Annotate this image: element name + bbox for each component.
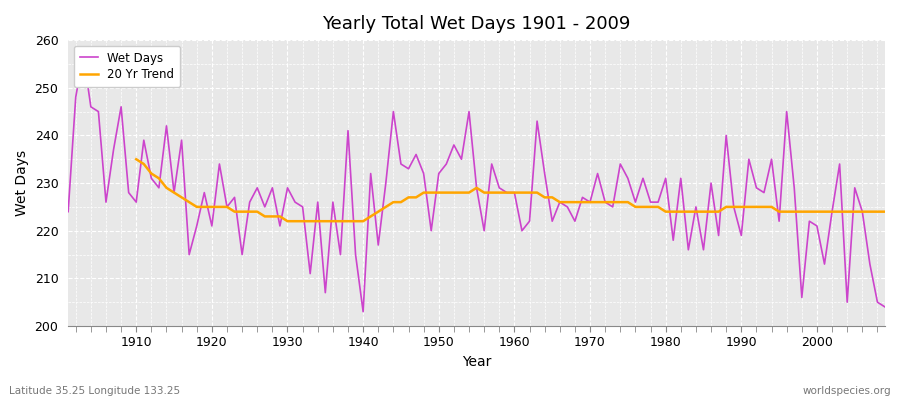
Wet Days (130, 200, 141, 204)
Wet Days (517, 228, 527, 233)
20 Yr Trend (274, 214, 285, 219)
Wet Days (615, 162, 626, 166)
20 Yr Trend (312, 219, 323, 224)
Text: worldspecies.org: worldspecies.org (803, 386, 891, 396)
Legend: Wet Days, 20 Yr Trend: Wet Days, 20 Yr Trend (74, 46, 180, 87)
Wet Days (297, 204, 308, 209)
20 Yr Trend (282, 219, 292, 224)
Title: Yearly Total Wet Days 1901 - 2009: Yearly Total Wet Days 1901 - 2009 (322, 15, 631, 33)
Wet Days (78, 52, 89, 57)
Wet Days (524, 219, 535, 224)
X-axis label: Year: Year (462, 355, 491, 369)
20 Yr Trend (130, 157, 141, 162)
Text: Latitude 35.25 Longitude 133.25: Latitude 35.25 Longitude 133.25 (9, 386, 180, 396)
Y-axis label: Wet Days: Wet Days (15, 150, 29, 216)
Wet Days (357, 309, 368, 314)
Wet Days (343, 128, 354, 133)
20 Yr Trend (524, 190, 535, 195)
20 Yr Trend (585, 200, 596, 204)
20 Yr Trend (879, 209, 890, 214)
20 Yr Trend (827, 209, 838, 214)
20 Yr Trend (850, 209, 860, 214)
Wet Days (879, 304, 890, 309)
Wet Days (63, 209, 74, 214)
Line: 20 Yr Trend: 20 Yr Trend (136, 159, 885, 221)
Line: Wet Days: Wet Days (68, 54, 885, 312)
